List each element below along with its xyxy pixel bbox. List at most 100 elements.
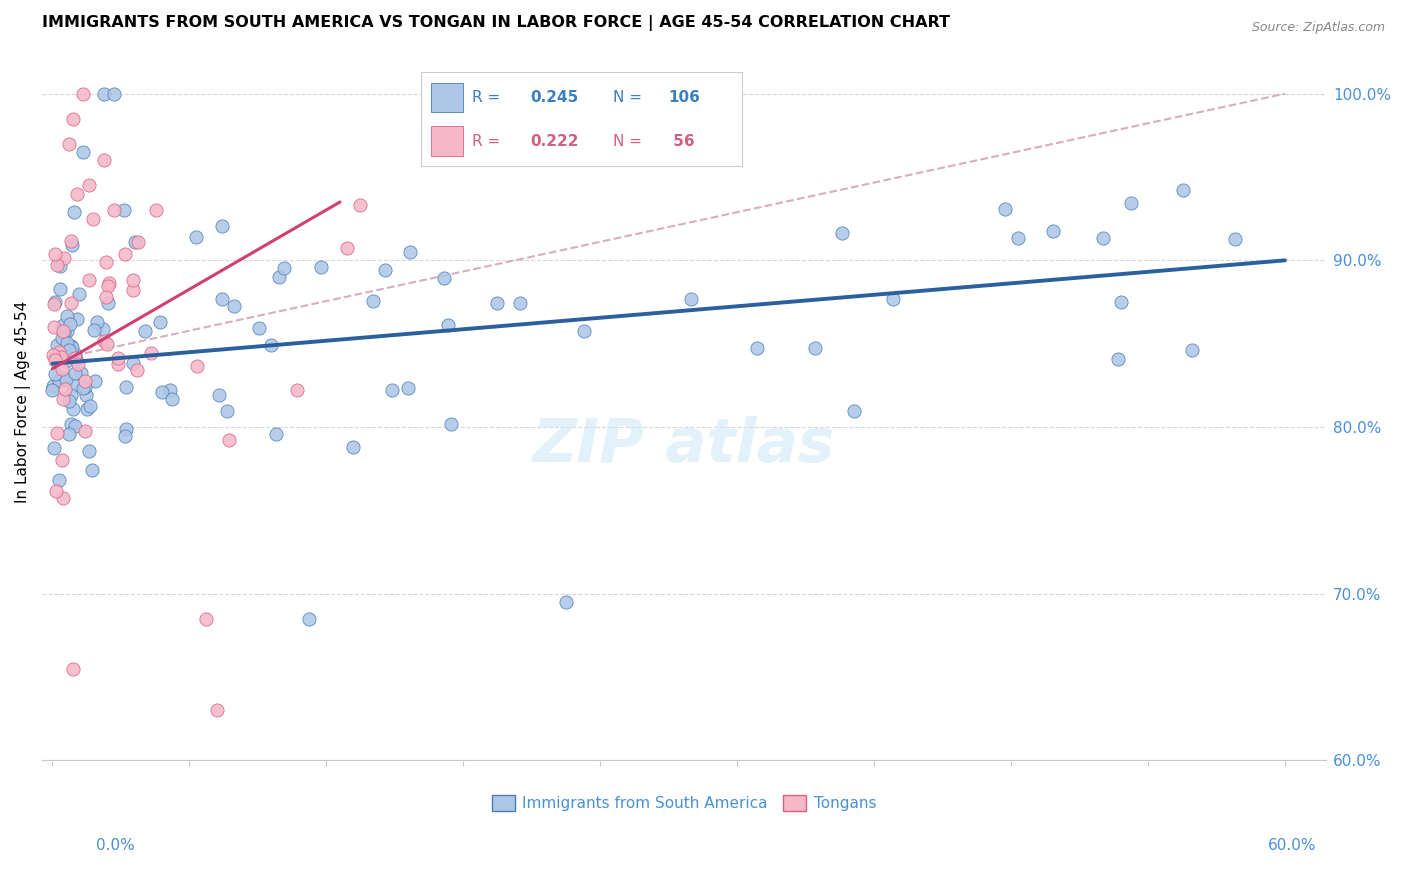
Point xyxy=(160,392,183,407)
Point xyxy=(555,595,578,609)
Point xyxy=(264,427,287,442)
Point xyxy=(1223,231,1246,245)
Point xyxy=(86,316,108,330)
Point xyxy=(107,351,129,365)
Point xyxy=(58,343,80,358)
Point xyxy=(62,112,84,126)
Point xyxy=(112,203,135,218)
Point xyxy=(51,491,73,505)
Point xyxy=(509,295,531,310)
Text: ZIP atlas: ZIP atlas xyxy=(533,416,835,475)
Point xyxy=(127,235,149,250)
Point xyxy=(73,374,96,388)
Point xyxy=(121,356,143,370)
Point xyxy=(67,286,90,301)
Point xyxy=(58,427,80,442)
Point xyxy=(55,309,77,323)
Point xyxy=(993,202,1015,217)
Point xyxy=(72,87,94,101)
Text: IMMIGRANTS FROM SOUTH AMERICA VS TONGAN IN LABOR FORCE | AGE 45-54 CORRELATION C: IMMIGRANTS FROM SOUTH AMERICA VS TONGAN … xyxy=(42,15,950,31)
Point xyxy=(267,269,290,284)
Point xyxy=(45,258,67,272)
Point xyxy=(803,341,825,355)
Point xyxy=(679,292,702,306)
Point xyxy=(66,357,89,371)
Point xyxy=(42,297,65,311)
Point xyxy=(1121,195,1143,210)
Point xyxy=(273,261,295,276)
Point xyxy=(98,277,121,291)
Point xyxy=(49,350,72,364)
Text: 0.0%: 0.0% xyxy=(96,838,135,853)
Point xyxy=(48,374,70,388)
Point xyxy=(52,392,75,406)
Point xyxy=(1091,231,1114,245)
Point xyxy=(51,362,73,376)
Point xyxy=(93,87,115,101)
Point xyxy=(1181,343,1204,358)
Point xyxy=(114,429,136,443)
Point xyxy=(436,318,458,332)
Point xyxy=(103,203,125,218)
Point xyxy=(42,319,65,334)
Point xyxy=(51,453,73,467)
Point xyxy=(285,384,308,398)
Point xyxy=(60,340,83,354)
Point xyxy=(58,136,80,151)
Point xyxy=(66,186,89,201)
Point xyxy=(84,374,107,388)
Point xyxy=(211,219,233,233)
Text: Source: ZipAtlas.com: Source: ZipAtlas.com xyxy=(1251,21,1385,35)
Point xyxy=(205,703,228,717)
Point xyxy=(124,235,146,249)
Point xyxy=(44,442,66,456)
Point xyxy=(62,205,84,219)
Point xyxy=(831,227,853,241)
Point xyxy=(44,351,66,365)
Point xyxy=(59,295,82,310)
Point xyxy=(62,401,84,416)
Point xyxy=(56,324,79,338)
Point xyxy=(52,318,75,333)
Point xyxy=(59,338,82,352)
Point xyxy=(159,384,181,398)
Legend: Immigrants from South America, Tongans: Immigrants from South America, Tongans xyxy=(486,789,883,817)
Point xyxy=(83,323,105,337)
Point xyxy=(1042,224,1064,238)
Point xyxy=(53,382,76,396)
Point xyxy=(49,283,72,297)
Point xyxy=(336,241,359,255)
Point xyxy=(745,342,768,356)
Point xyxy=(96,289,118,303)
Point xyxy=(298,612,321,626)
Point xyxy=(59,387,82,401)
Point xyxy=(1107,352,1129,367)
Point xyxy=(399,245,422,260)
Point xyxy=(69,366,91,380)
Point xyxy=(48,473,70,487)
Point xyxy=(396,381,419,395)
Point xyxy=(1171,183,1194,197)
Point xyxy=(66,312,89,326)
Point xyxy=(72,145,94,159)
Point xyxy=(44,294,66,309)
Point xyxy=(58,393,80,408)
Point xyxy=(60,234,83,248)
Point xyxy=(433,270,456,285)
Point xyxy=(93,334,115,349)
Point xyxy=(62,662,84,676)
Point xyxy=(45,425,67,440)
Point xyxy=(149,315,172,329)
Point xyxy=(41,383,63,397)
Point xyxy=(53,326,76,340)
Point xyxy=(63,419,86,434)
Point xyxy=(218,433,240,447)
Point xyxy=(48,345,70,359)
Point xyxy=(247,321,270,335)
Point xyxy=(186,359,208,374)
Point xyxy=(259,338,281,352)
Point xyxy=(44,247,66,261)
Point xyxy=(91,322,114,336)
Point xyxy=(79,399,101,413)
Point xyxy=(381,383,404,397)
